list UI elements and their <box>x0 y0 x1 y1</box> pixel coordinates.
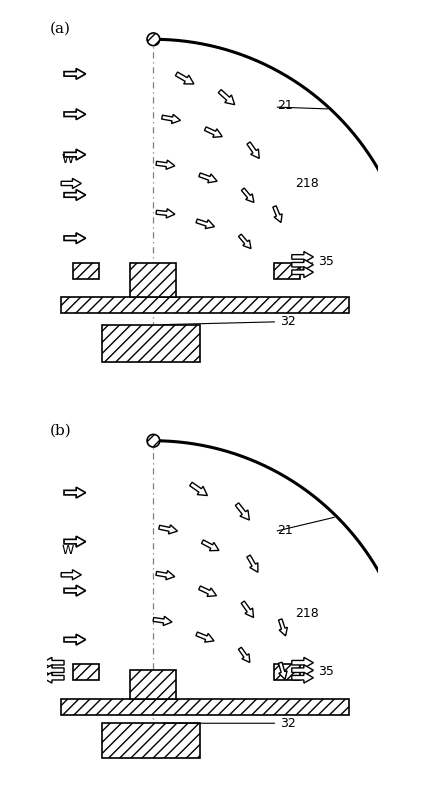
FancyArrow shape <box>190 483 207 496</box>
Bar <box>275 263 300 278</box>
FancyArrow shape <box>64 149 86 160</box>
FancyArrow shape <box>238 647 250 663</box>
FancyArrow shape <box>292 251 313 262</box>
FancyArrow shape <box>292 672 313 683</box>
FancyArrow shape <box>292 267 313 277</box>
FancyArrow shape <box>64 68 86 79</box>
FancyArrow shape <box>159 525 178 534</box>
FancyArrow shape <box>176 72 194 84</box>
FancyArrow shape <box>42 672 64 683</box>
FancyArrow shape <box>42 657 64 668</box>
FancyArrow shape <box>61 178 81 188</box>
Text: 32: 32 <box>280 717 296 730</box>
Text: 32: 32 <box>280 315 296 328</box>
Bar <box>275 664 300 680</box>
FancyArrow shape <box>238 234 251 248</box>
FancyArrow shape <box>156 160 175 169</box>
FancyArrow shape <box>61 570 81 580</box>
FancyArrow shape <box>204 127 222 137</box>
FancyArrow shape <box>218 89 235 105</box>
Bar <box>102 723 199 757</box>
FancyArrow shape <box>235 503 249 520</box>
Text: 35: 35 <box>318 255 334 268</box>
Bar <box>130 263 176 298</box>
FancyArrow shape <box>247 142 259 158</box>
Bar <box>61 298 349 313</box>
FancyArrow shape <box>196 219 215 229</box>
Text: 218: 218 <box>295 177 318 190</box>
Bar <box>73 664 99 680</box>
FancyArrow shape <box>247 555 258 573</box>
FancyArrow shape <box>156 208 175 218</box>
Circle shape <box>147 33 160 45</box>
FancyArrow shape <box>201 540 219 551</box>
FancyArrow shape <box>64 586 86 596</box>
Text: 21: 21 <box>278 524 293 537</box>
FancyArrow shape <box>64 536 86 547</box>
FancyArrow shape <box>156 571 175 580</box>
FancyArrow shape <box>64 487 86 498</box>
Text: 218: 218 <box>295 607 318 620</box>
Bar <box>130 670 176 699</box>
Text: (b): (b) <box>50 423 71 437</box>
FancyArrow shape <box>241 601 254 617</box>
Text: (a): (a) <box>50 22 71 36</box>
FancyArrow shape <box>64 109 86 120</box>
FancyArrow shape <box>199 173 217 182</box>
FancyArrow shape <box>292 665 313 676</box>
Bar <box>61 699 349 714</box>
Text: 21: 21 <box>278 99 293 112</box>
FancyArrow shape <box>241 188 254 203</box>
FancyArrow shape <box>196 632 214 642</box>
Text: 35: 35 <box>318 665 334 678</box>
FancyArrow shape <box>153 616 172 625</box>
FancyArrow shape <box>292 260 313 270</box>
FancyArrow shape <box>64 233 86 243</box>
FancyArrow shape <box>42 665 64 676</box>
FancyArrow shape <box>273 206 282 222</box>
Text: W: W <box>61 153 74 166</box>
FancyArrow shape <box>292 657 313 668</box>
FancyArrow shape <box>64 634 86 645</box>
FancyArrow shape <box>199 586 216 596</box>
FancyArrow shape <box>278 619 287 636</box>
FancyArrow shape <box>162 114 181 123</box>
Bar <box>102 324 199 363</box>
Circle shape <box>147 435 160 447</box>
FancyArrow shape <box>278 663 287 680</box>
Bar <box>73 263 99 278</box>
FancyArrow shape <box>64 190 86 200</box>
Text: W: W <box>61 544 74 557</box>
